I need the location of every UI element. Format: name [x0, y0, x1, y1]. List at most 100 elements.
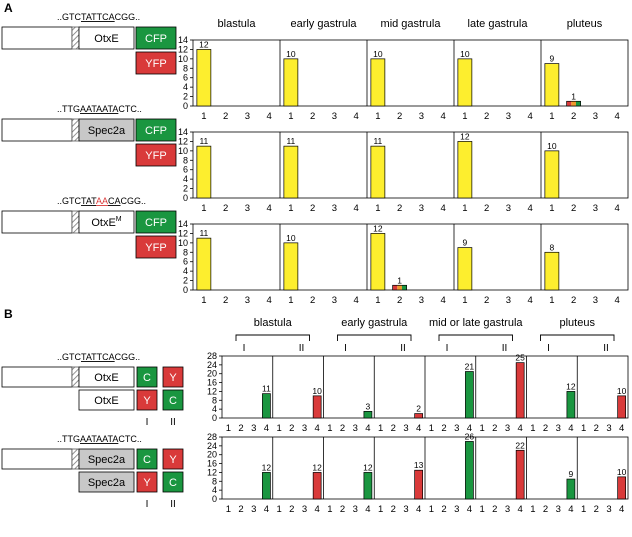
x-tick-label: 1 — [201, 203, 206, 214]
bar-value-label: 22 — [515, 440, 525, 450]
stage-bracket — [337, 334, 412, 341]
x-tick-label: 1 — [549, 111, 554, 122]
bar — [312, 395, 322, 419]
y-tick-label: 14 — [178, 35, 188, 45]
bar-value-label: 12 — [566, 381, 576, 391]
x-tick-label: 1 — [462, 203, 467, 214]
gene-label: OtxEM — [91, 216, 121, 229]
x-tick-label: 3 — [302, 423, 307, 434]
x-tick-label: 4 — [440, 295, 445, 306]
y-tick-label: 6 — [183, 165, 188, 175]
bar-value-label: 12 — [363, 462, 373, 472]
sub-label: I — [547, 343, 550, 354]
stage-header: early gastrula — [341, 317, 408, 329]
reporter-box — [135, 26, 177, 50]
x-tick-label: 4 — [614, 111, 619, 122]
combo-roman-label: II — [170, 417, 176, 428]
x-tick-label: 2 — [484, 295, 489, 306]
bar — [283, 242, 299, 291]
x-tick-label: 2 — [391, 423, 396, 434]
x-tick-label: 3 — [403, 423, 408, 434]
stage-bracket — [438, 334, 513, 341]
bar-segment — [313, 395, 322, 418]
sub-label: I — [344, 343, 347, 354]
bar-value-label: 25 — [515, 353, 525, 363]
x-tick-label: 2 — [289, 423, 294, 434]
bar-value-label: 12 — [199, 39, 209, 49]
bar — [566, 391, 576, 419]
bar-value-label: 11 — [199, 228, 208, 238]
sub-label: I — [243, 343, 246, 354]
reporter-box — [136, 471, 158, 493]
x-tick-label: 3 — [556, 423, 561, 434]
stage-header: blastula — [218, 18, 257, 30]
x-tick-label: 1 — [581, 504, 586, 515]
upstream-region — [1, 26, 73, 50]
chart-frame — [192, 131, 629, 199]
y-tick-label: 20 — [207, 369, 217, 379]
sub-label: I — [446, 343, 449, 354]
x-tick-label: 1 — [375, 203, 380, 214]
bar-value-label: 12 — [312, 462, 322, 472]
bar-value-label: 11 — [199, 136, 208, 146]
sub-label: II — [299, 343, 305, 354]
bar-segment — [457, 247, 472, 290]
y-tick-label: 12 — [178, 228, 188, 238]
gene-label: Spec2a — [88, 125, 126, 137]
x-tick-label: 1 — [378, 423, 383, 434]
x-tick-label: 4 — [365, 504, 370, 515]
bar-segment — [313, 472, 322, 499]
panel-label-a: A — [4, 1, 13, 15]
y-tick-label: 16 — [207, 378, 217, 388]
bar-value-label: 21 — [465, 362, 475, 372]
bar-value-label: 11 — [373, 136, 382, 146]
bar-value-label: 10 — [617, 386, 627, 396]
x-tick-label: 4 — [440, 111, 445, 122]
x-tick-label: 2 — [397, 203, 402, 214]
bar-value-label: 10 — [312, 386, 322, 396]
x-tick-label: 4 — [264, 423, 269, 434]
bar — [363, 411, 373, 419]
x-tick-label: 3 — [419, 203, 424, 214]
bar — [566, 478, 576, 500]
x-tick-label: 1 — [201, 295, 206, 306]
reporter-label: C — [143, 454, 151, 466]
x-tick-label: 4 — [266, 295, 271, 306]
x-tick-label: 1 — [462, 111, 467, 122]
gene-superscript: M — [116, 216, 122, 223]
bar-segment — [401, 285, 407, 290]
bar-segment — [516, 450, 525, 499]
bar — [262, 472, 271, 500]
x-tick-label: 4 — [527, 203, 532, 214]
bar — [370, 233, 386, 291]
flanking-bases: CGG.. — [115, 352, 141, 362]
upstream-region — [1, 366, 73, 388]
bar — [617, 476, 627, 500]
x-tick-label: 3 — [454, 504, 459, 515]
gene-label-second: OtxE — [94, 395, 118, 407]
flanking-bases: ..GTC — [57, 196, 81, 206]
motif-bases: TATTCA — [81, 12, 115, 22]
y-tick-label: 28 — [207, 351, 217, 361]
x-tick-label: 1 — [327, 423, 332, 434]
x-tick-label: 4 — [353, 203, 358, 214]
bar-segment — [465, 441, 474, 499]
x-tick-label: 1 — [581, 423, 586, 434]
x-tick-label: 4 — [266, 111, 271, 122]
bar — [544, 150, 560, 199]
x-tick-label: 3 — [403, 504, 408, 515]
bar-value-label: 10 — [460, 49, 470, 59]
sub-label: II — [400, 343, 406, 354]
y-tick-label: 12 — [207, 467, 217, 477]
bar-segment — [516, 362, 525, 418]
x-tick-label: 4 — [619, 504, 624, 515]
combo-roman-label: I — [146, 499, 149, 510]
x-tick-label: 3 — [606, 504, 611, 515]
sequence-text: ..GTCTATTCACGG.. — [57, 12, 140, 22]
y-tick-label: 0 — [212, 413, 217, 423]
x-tick-label: 2 — [310, 111, 315, 122]
upstream-region — [1, 448, 73, 470]
flanking-bases: ..GTC — [57, 12, 81, 22]
bar-segment — [370, 233, 385, 290]
